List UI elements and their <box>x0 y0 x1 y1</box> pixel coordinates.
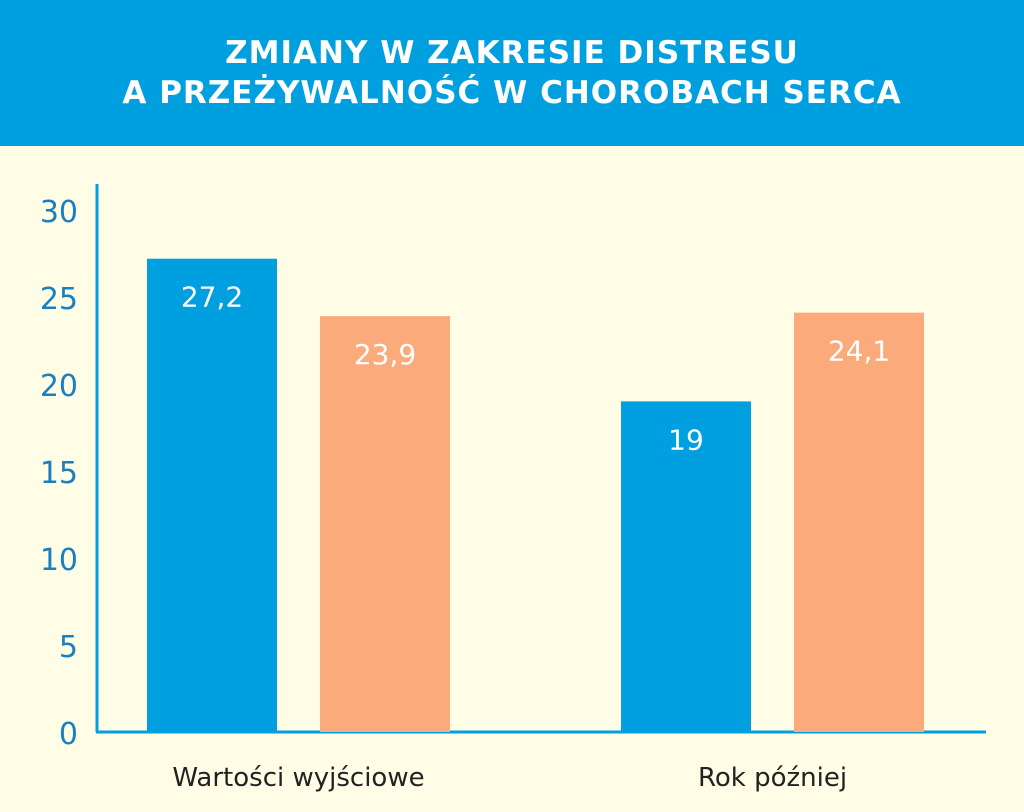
bar <box>794 312 924 732</box>
chart-title-banner: ZMIANY W ZAKRESIE DISTRESU A PRZEŻYWALNO… <box>0 0 1024 146</box>
chart-title-line-1: ZMIANY W ZAKRESIE DISTRESU <box>225 35 799 71</box>
bar-chart: 0 5 10 15 20 25 30 27,2 23,9 Wartości wyjściowe 19… <box>40 184 986 793</box>
y-tick-label: 20 <box>40 369 78 404</box>
y-tick-label: 25 <box>40 282 78 317</box>
data-label: 23,9 <box>354 338 416 371</box>
data-label: 27,2 <box>181 281 243 314</box>
bar <box>621 401 751 732</box>
y-tick-label: 15 <box>40 456 78 491</box>
category-label: Wartości wyjściowe <box>172 763 424 793</box>
y-tick-label: 5 <box>59 630 78 665</box>
y-tick-label: 0 <box>59 717 78 752</box>
category-label: Rok później <box>698 763 847 793</box>
data-label: 24,1 <box>828 335 890 368</box>
chart-title-line-2: A PRZEŻYWALNOŚĆ W CHOROBACH SERCA <box>122 75 902 111</box>
y-tick-label: 30 <box>40 195 78 230</box>
bar <box>147 258 277 732</box>
y-tick-label: 10 <box>40 543 78 578</box>
bar <box>320 316 450 732</box>
data-label: 19 <box>668 423 704 456</box>
